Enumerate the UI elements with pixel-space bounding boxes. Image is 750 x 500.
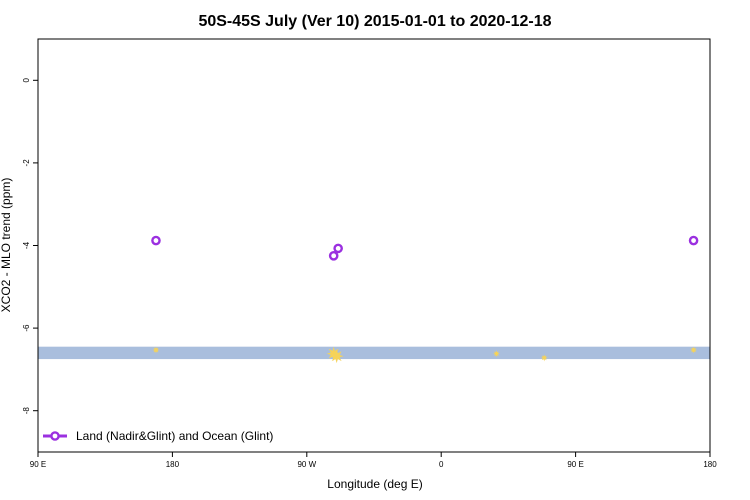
axes-layer: 90 E 180 90 W 0 90 E 180 0 -2 -4 -6 -8	[22, 38, 717, 469]
plot-frame	[37, 38, 711, 453]
star-point	[329, 349, 344, 364]
y-tick-label: -4	[22, 241, 31, 249]
legend-label: Land (Nadir&Glint) and Ocean (Glint)	[76, 429, 273, 443]
star-point	[690, 346, 698, 354]
circle-markers-layer	[151, 235, 699, 261]
horizontal-band	[38, 346, 710, 360]
data-point	[688, 235, 699, 246]
legend-marker	[50, 431, 60, 441]
x-tick-label: 90 E	[30, 460, 46, 469]
x-tick-label: 90 W	[297, 460, 316, 469]
star-point	[540, 354, 548, 362]
star-point	[152, 346, 160, 354]
x-tick-label: 90 E	[567, 460, 583, 469]
x-tick-label: 0	[439, 460, 444, 469]
x-tick-label: 180	[703, 460, 717, 469]
y-tick-label: 0	[22, 78, 31, 83]
x-axis-label: Longitude (deg E)	[327, 477, 422, 491]
y-tick-label: -2	[22, 159, 31, 167]
star-point	[492, 350, 500, 358]
star-markers-layer	[152, 346, 698, 364]
data-point	[333, 243, 343, 254]
y-axis-label: XCO2 - MLO trend (ppm)	[0, 178, 13, 313]
chart-title: 50S-45S July (Ver 10) 2015-01-01 to 2020…	[198, 13, 551, 30]
legend: Land (Nadir&Glint) and Ocean (Glint)	[43, 429, 273, 443]
data-point	[151, 235, 161, 246]
x-tick-label: 180	[166, 460, 180, 469]
y-tick-label: -6	[22, 324, 31, 332]
y-tick-label: -8	[22, 407, 31, 415]
data-point	[328, 251, 339, 261]
band-layer	[38, 346, 710, 360]
